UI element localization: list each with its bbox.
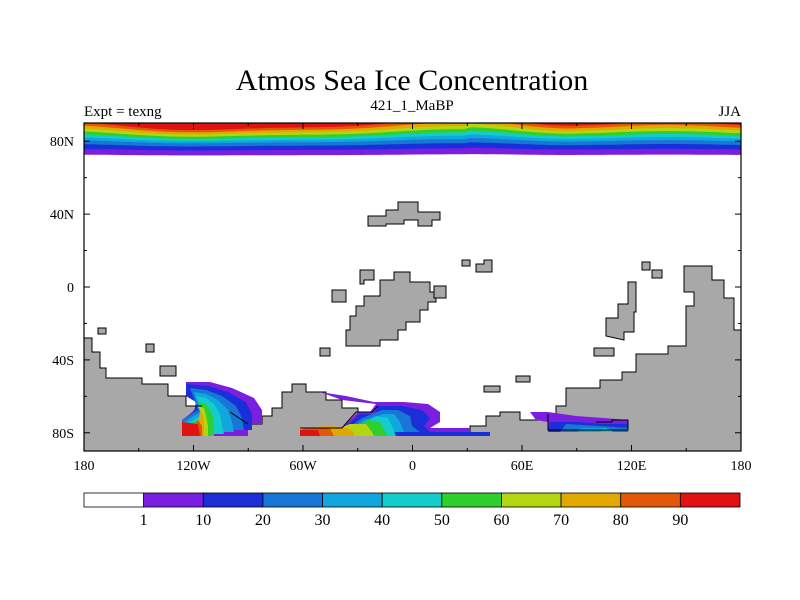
island-land — [641, 261, 651, 271]
south-america-land — [331, 289, 347, 303]
x-tick-label: 60W — [289, 459, 317, 474]
colorbar-swatch — [441, 492, 502, 508]
season-label: JJA — [718, 104, 741, 120]
africa-north-land — [359, 269, 375, 285]
colorbar-label: 30 — [315, 512, 331, 529]
map-area — [84, 123, 741, 451]
colorbar-label: 20 — [255, 512, 271, 529]
colorbar-label: 10 — [195, 512, 211, 529]
axes: 180 120W 60W 0 60E 120E 180 80N 40N 0 40S 80S — [50, 123, 752, 474]
y-tick-label: 80S — [52, 427, 74, 442]
colorbar-swatch — [560, 492, 622, 508]
colorbar-swatch — [679, 492, 741, 508]
arabia-land — [433, 285, 447, 299]
x-tick-label: 180 — [74, 459, 95, 474]
antarctic-ice — [174, 382, 629, 436]
europe-land — [367, 201, 441, 227]
colorbar-label: 50 — [434, 512, 450, 529]
colorbar: 1 10 20 30 40 50 60 70 80 90 — [83, 492, 741, 529]
colorbar-swatch — [262, 492, 323, 508]
run-label: 421_1_MaBP — [370, 98, 453, 114]
island-land — [97, 327, 107, 335]
island-land — [651, 269, 663, 279]
colorbar-label: 40 — [374, 512, 390, 529]
arctic-ice — [84, 123, 741, 156]
x-tick-label: 180 — [731, 459, 752, 474]
colorbar-swatch — [381, 492, 443, 508]
island-land — [483, 385, 501, 393]
colorbar-label: 70 — [553, 512, 569, 529]
experiment-label: Expt = texng — [84, 104, 162, 120]
island-land — [593, 347, 615, 357]
africa-land — [345, 271, 437, 347]
y-tick-label: 40N — [50, 208, 74, 223]
australia-land — [605, 281, 637, 341]
colorbar-label: 60 — [493, 512, 509, 529]
x-tick-label: 0 — [409, 459, 416, 474]
colorbar-swatch — [143, 492, 204, 508]
colorbar-swatch — [620, 492, 681, 508]
colorbar-swatch — [83, 492, 145, 508]
colorbar-label: 1 — [140, 512, 148, 529]
colorbar-swatch — [501, 492, 562, 508]
island-land — [515, 375, 531, 383]
island-land — [461, 259, 471, 267]
colorbar-label: 90 — [672, 512, 688, 529]
land-masses — [84, 201, 741, 451]
x-tick-label: 120E — [617, 459, 647, 474]
y-tick-label: 80N — [50, 135, 74, 150]
island-land — [475, 259, 493, 273]
island-land — [159, 365, 177, 377]
island-land — [145, 343, 155, 353]
chart-title: Atmos Sea Ice Concentration — [236, 64, 588, 97]
x-tick-label: 60E — [511, 459, 534, 474]
y-tick-label: 40S — [52, 354, 74, 369]
island-land — [319, 347, 331, 357]
x-tick-label: 120W — [176, 459, 211, 474]
colorbar-label: 80 — [613, 512, 629, 529]
y-tick-label: 0 — [67, 281, 74, 296]
colorbar-swatch — [202, 492, 264, 508]
colorbar-swatch — [322, 492, 383, 508]
